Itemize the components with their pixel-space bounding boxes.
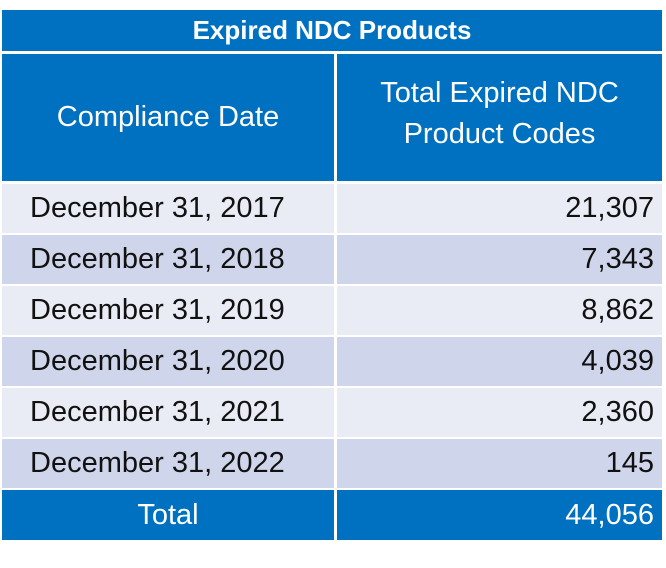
table-row: December 31, 2018 7,343 [2,235,662,286]
table-header-row: Compliance Date Total Expired NDC Produc… [2,54,662,184]
expired-ndc-table: Expired NDC Products Compliance Date Tot… [2,10,662,540]
row-count: 7,343 [581,243,654,275]
row-count: 8,862 [581,294,654,326]
row-date: December 31, 2020 [2,337,337,386]
row-date: December 31, 2019 [2,286,337,335]
header-compliance-date: Compliance Date [2,54,337,181]
row-count: 4,039 [581,345,654,377]
table-row: December 31, 2022 145 [2,439,662,490]
row-date: December 31, 2017 [2,184,337,233]
row-count: 21,307 [565,192,654,224]
table-row: December 31, 2017 21,307 [2,184,662,235]
row-date: December 31, 2021 [2,388,337,437]
table-total-row: Total 44,056 [2,490,662,540]
table-row: December 31, 2021 2,360 [2,388,662,439]
table-row: December 31, 2019 8,862 [2,286,662,337]
table-row: December 31, 2020 4,039 [2,337,662,388]
row-count: 2,360 [581,396,654,428]
total-value: 44,056 [565,498,654,531]
row-date: December 31, 2018 [2,235,337,284]
header-total-expired-codes: Total Expired NDC Product Codes [380,76,619,150]
row-date: December 31, 2022 [2,439,337,488]
row-count: 145 [605,447,654,479]
table-title: Expired NDC Products [2,10,662,54]
total-label: Total [2,490,337,540]
